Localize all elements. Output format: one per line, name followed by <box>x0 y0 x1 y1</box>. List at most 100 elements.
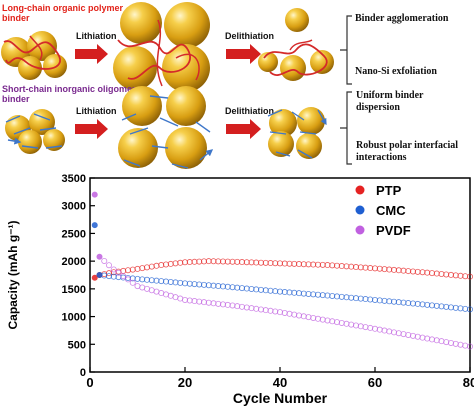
oligomer-binder-label-line2: binder <box>2 94 30 104</box>
data-point <box>424 335 431 342</box>
x-tick-label: 80 <box>463 375 474 390</box>
data-point <box>248 259 255 266</box>
data-point <box>291 311 298 318</box>
data-point <box>200 299 207 306</box>
outcome-uniform-dispersion-line2: dispersion <box>356 102 400 113</box>
data-point <box>120 273 127 280</box>
data-point <box>390 298 397 305</box>
data-point <box>238 285 245 292</box>
data-point <box>158 278 165 285</box>
data-point <box>310 314 317 321</box>
polymer-binder-label-line2: binder <box>2 13 30 23</box>
lithiation-label: Lithiation <box>76 31 117 41</box>
data-point <box>181 259 188 266</box>
data-point <box>443 303 450 310</box>
data-point <box>191 258 198 265</box>
data-point <box>172 260 179 267</box>
data-point <box>106 262 113 269</box>
data-point <box>243 285 250 292</box>
data-point <box>352 322 359 329</box>
data-point <box>162 278 169 285</box>
data-point <box>338 263 345 270</box>
data-point <box>390 266 397 273</box>
polymer-initial-cluster <box>1 31 67 80</box>
data-point <box>262 307 269 314</box>
data-point <box>405 300 412 307</box>
data-point <box>443 271 450 278</box>
x-tick-label: 20 <box>178 375 192 390</box>
data-point <box>272 308 279 315</box>
data-point <box>143 264 150 271</box>
data-point <box>390 329 397 336</box>
data-point <box>291 289 298 296</box>
data-point <box>215 300 222 307</box>
x-tick-label: 0 <box>86 375 93 390</box>
data-point <box>457 341 464 348</box>
data-point <box>200 281 207 288</box>
data-point <box>428 302 435 309</box>
data-point <box>196 281 203 288</box>
data-point <box>324 292 331 299</box>
data-point <box>462 342 469 349</box>
data-point <box>210 282 217 289</box>
data-point <box>162 261 169 268</box>
data-point <box>106 273 113 280</box>
data-point <box>191 298 198 305</box>
data-point <box>348 321 355 328</box>
outcome-uniform-dispersion-line1: Uniform binder <box>356 90 424 101</box>
data-point <box>129 279 136 286</box>
data-point <box>286 310 293 317</box>
polymer-binder-row: Long-chain organic polymer binder Lithia… <box>1 2 449 92</box>
data-point <box>272 260 279 267</box>
data-point <box>215 258 222 265</box>
data-point <box>338 319 345 326</box>
data-point <box>143 276 150 283</box>
y-tick-label: 1000 <box>62 312 86 324</box>
data-point <box>253 286 260 293</box>
data-point <box>376 326 383 333</box>
data-point <box>400 267 407 274</box>
data-point <box>466 306 473 313</box>
data-point <box>314 315 321 322</box>
x-tick-label: 40 <box>273 375 287 390</box>
y-tick-label: 1500 <box>62 284 86 296</box>
data-point <box>466 343 473 350</box>
data-point <box>300 313 307 320</box>
lithiation-label-2: Lithiation <box>76 106 117 116</box>
data-point <box>324 262 331 269</box>
data-point <box>319 261 326 268</box>
legend-label: PTP <box>376 183 402 198</box>
data-point <box>181 280 188 287</box>
data-point <box>352 295 359 302</box>
data-point <box>196 258 203 265</box>
data-point <box>177 279 184 286</box>
data-point <box>139 276 146 283</box>
data-point <box>267 260 274 267</box>
data-point <box>405 268 412 275</box>
oligomer-binder-label-line1: Short-chain inorganic oligomer <box>2 84 136 94</box>
capacity-chart: 0 20 40 60 80 0 500 1000 1500 2000 2500 3000 3500 PT… <box>6 173 474 406</box>
data-point <box>395 299 402 306</box>
data-point <box>452 272 459 279</box>
oligomer-initial-cluster <box>5 109 65 154</box>
outcome-nano-si-exfoliation: Nano-Si exfoliation <box>355 66 437 77</box>
data-point <box>281 289 288 296</box>
data-point <box>229 258 236 265</box>
data-point <box>367 265 374 272</box>
data-point <box>229 284 236 291</box>
delithiation-arrow <box>226 44 261 64</box>
lithiation-arrow <box>75 44 108 64</box>
data-point <box>400 331 407 338</box>
data-point <box>205 282 212 289</box>
data-point <box>395 330 402 337</box>
data-point <box>295 261 302 268</box>
series-pvdf <box>91 191 473 350</box>
data-point <box>276 309 283 316</box>
data-point <box>276 260 283 267</box>
data-point <box>224 301 231 308</box>
data-point <box>329 318 336 325</box>
lithiation-arrow-2 <box>75 119 108 139</box>
data-point <box>257 286 264 293</box>
data-point <box>286 260 293 267</box>
